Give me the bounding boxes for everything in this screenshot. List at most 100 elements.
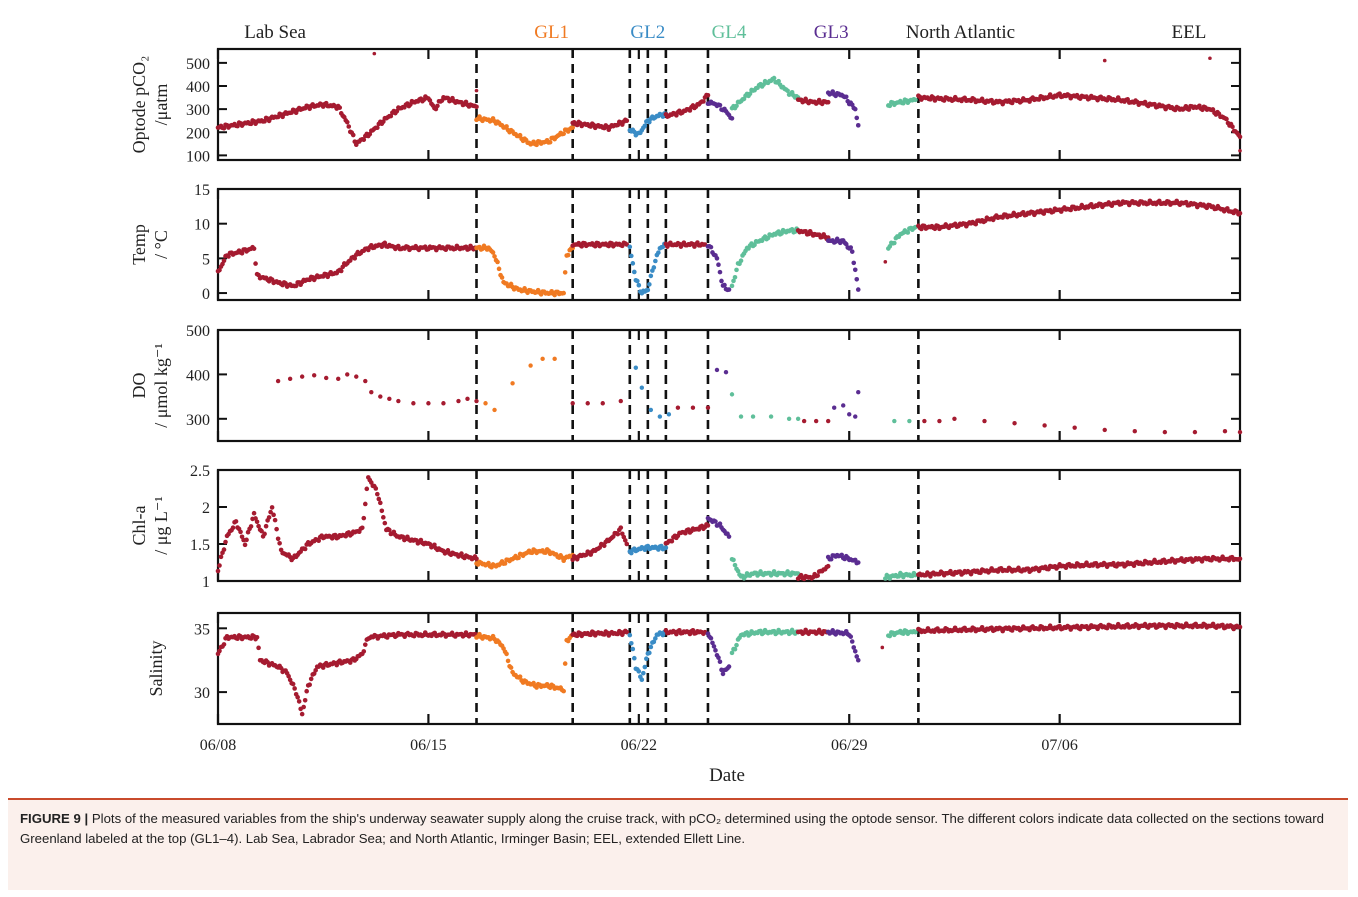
- data-point: [426, 401, 431, 406]
- data-point: [1162, 429, 1168, 435]
- data-point: [517, 674, 523, 679]
- data-point: [346, 124, 352, 129]
- data-point: [496, 266, 502, 272]
- data-point: [825, 563, 831, 569]
- data-point: [852, 106, 858, 112]
- caption-text: Plots of the measured variables from the…: [20, 811, 1324, 846]
- data-point: [633, 365, 639, 370]
- data-point: [771, 75, 777, 81]
- data-point: [622, 538, 628, 543]
- data-point: [508, 665, 514, 670]
- data-point: [492, 254, 497, 259]
- data-point: [786, 416, 792, 421]
- panel-frame: [216, 328, 1242, 443]
- y-axis-label: Temp: [129, 224, 149, 265]
- data-point: [666, 412, 672, 417]
- data-point: [747, 91, 753, 97]
- data-point: [848, 245, 854, 250]
- data-point: [729, 392, 735, 397]
- data-point: [731, 278, 736, 284]
- data-point: [504, 124, 509, 129]
- data-point: [432, 542, 437, 548]
- data-point: [853, 414, 858, 419]
- data-point: [717, 521, 723, 527]
- data-point: [892, 418, 897, 424]
- y-tick-label: 0: [202, 286, 210, 303]
- data-point: [732, 274, 738, 280]
- panel-frame: [216, 611, 1242, 726]
- data-point: [254, 519, 260, 525]
- data-point: [547, 139, 553, 145]
- data-point: [843, 94, 849, 100]
- data-point: [256, 645, 261, 651]
- data-point: [690, 405, 696, 410]
- data-point: [324, 375, 329, 381]
- x-tick-label: 06/22: [621, 737, 657, 754]
- data-point: [253, 261, 258, 266]
- data-point: [675, 405, 681, 410]
- data-point: [244, 537, 249, 543]
- y-tick-label: 200: [186, 125, 210, 142]
- data-point: [717, 102, 723, 108]
- data-point: [278, 665, 284, 671]
- caption-figure-label: FIGURE 9 |: [20, 811, 89, 826]
- data-point: [221, 547, 227, 552]
- data-point: [841, 403, 846, 408]
- data-point: [352, 256, 358, 261]
- data-point: [238, 529, 243, 535]
- data-point: [223, 539, 228, 545]
- data-point: [801, 418, 807, 424]
- data-point: [492, 407, 497, 413]
- data-point: [843, 241, 849, 247]
- data-point: [849, 249, 855, 254]
- data-point: [307, 682, 312, 688]
- data-point: [738, 414, 744, 419]
- section-label-eel: EEL: [1171, 22, 1206, 43]
- data-point: [648, 407, 654, 413]
- data-point: [982, 418, 987, 424]
- data-point: [913, 629, 918, 635]
- y-tick-label: 1: [202, 574, 210, 591]
- data-point: [293, 283, 299, 289]
- data-point: [552, 356, 557, 362]
- data-point: [887, 244, 893, 249]
- data-point: [1132, 429, 1137, 434]
- data-point: [221, 258, 227, 264]
- data-point: [705, 523, 711, 528]
- data-point: [828, 556, 834, 562]
- data-point: [825, 418, 831, 424]
- data-point: [636, 669, 642, 674]
- data-point: [765, 235, 771, 241]
- data-point: [299, 374, 305, 379]
- data-point: [361, 649, 367, 654]
- data-point: [376, 496, 382, 502]
- y-tick-label: 1.5: [190, 537, 210, 554]
- data-point: [716, 262, 721, 268]
- data-point: [361, 137, 367, 143]
- data-point: [731, 557, 736, 563]
- data-point: [235, 123, 240, 129]
- data-point: [292, 686, 297, 691]
- section-label-gl3: GL3: [814, 22, 849, 43]
- data-point: [855, 560, 861, 565]
- data-point: [271, 512, 276, 518]
- y-tick-label: 400: [186, 367, 210, 384]
- y-axis-label: Salinity: [146, 640, 166, 696]
- data-point: [269, 505, 275, 510]
- panel-frame: [216, 187, 1242, 302]
- data-point: [517, 132, 523, 138]
- data-point: [657, 414, 663, 419]
- data-point: [233, 519, 239, 524]
- data-point: [345, 372, 350, 377]
- data-point: [669, 538, 675, 544]
- data-point: [887, 633, 893, 639]
- data-point: [651, 265, 657, 270]
- data-point: [490, 250, 496, 255]
- data-point: [474, 104, 479, 110]
- data-point: [218, 554, 224, 560]
- data-point: [562, 270, 568, 275]
- data-point: [892, 240, 897, 246]
- y-tick-label: 500: [186, 323, 210, 340]
- data-point: [465, 396, 470, 402]
- y-tick-label: 5: [202, 251, 210, 268]
